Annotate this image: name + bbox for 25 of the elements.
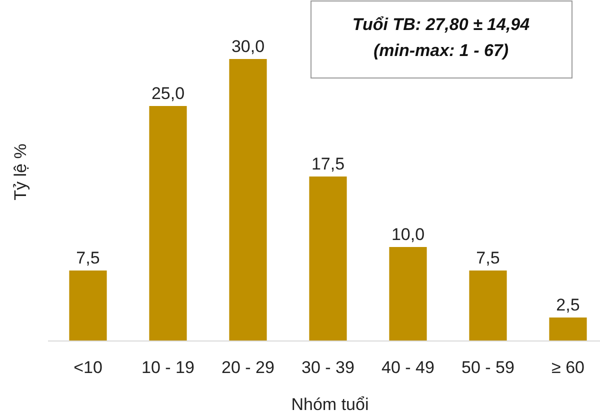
bar — [229, 59, 267, 341]
annotation: (min-max: 1 - 67) — [373, 41, 509, 60]
bar — [69, 270, 107, 341]
x-tick-label: 50 - 59 — [462, 358, 514, 377]
x-tick-label: <10 — [74, 358, 102, 377]
bar — [149, 106, 187, 341]
data-label: 7,5 — [76, 248, 100, 268]
x-tick-label: 10 - 19 — [142, 358, 194, 377]
x-tick-label: 40 - 49 — [382, 358, 434, 377]
data-label: 30,0 — [231, 37, 265, 56]
bar — [389, 247, 427, 341]
data-label: 7,5 — [476, 248, 500, 268]
data-label: 2,5 — [556, 296, 580, 314]
bar — [469, 270, 507, 341]
data-label: 25,0 — [151, 84, 185, 103]
x-axis-title: Nhóm tuổi — [291, 395, 369, 414]
x-tick-label: 30 - 39 — [302, 358, 354, 377]
x-tick-label: ≥ 60 — [552, 358, 584, 377]
data-label: 17,5 — [311, 154, 345, 174]
y-axis-title: Tỷ lệ % — [11, 144, 30, 200]
x-tick-label: 20 - 29 — [222, 358, 274, 377]
bar — [549, 318, 587, 341]
bar — [309, 176, 347, 341]
data-label: 10,0 — [391, 225, 425, 244]
text: Tuổi TB: 27,80 ± 14,94 — [352, 15, 530, 34]
